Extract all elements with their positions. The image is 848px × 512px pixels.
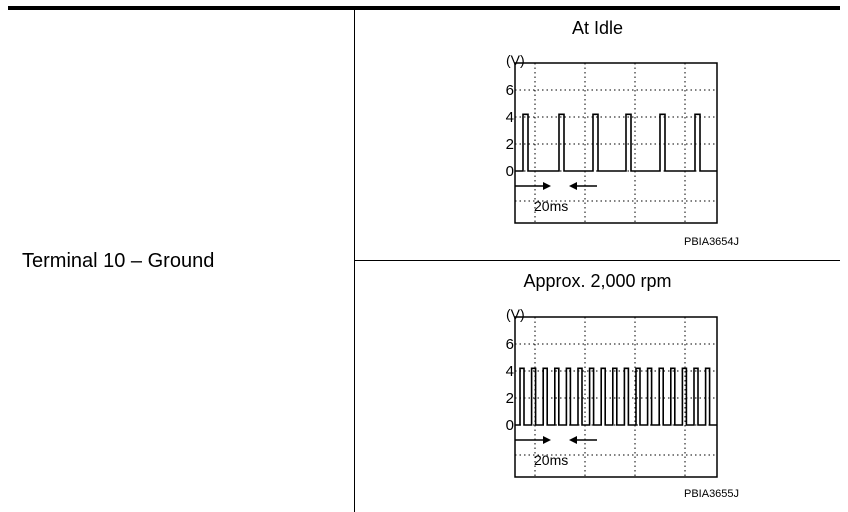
idle-scale-arrowhead-left bbox=[543, 182, 551, 190]
rpm2000-y-tick-2: 2 bbox=[506, 390, 514, 407]
rpm2000-unit-label: (V) bbox=[506, 306, 525, 322]
rpm2000-screen-frame bbox=[514, 316, 718, 478]
idle-scale-arrowhead-right bbox=[569, 182, 577, 190]
rpm2000-waveform-trace bbox=[515, 367, 717, 426]
idle-y-tick-6: 6 bbox=[506, 82, 514, 99]
figure-id-2000rpm: PBIA3655J bbox=[684, 488, 740, 500]
terminal-label: Terminal 10 – Ground bbox=[22, 250, 215, 272]
idle-waveform-trace bbox=[515, 113, 717, 172]
table-column-divider bbox=[354, 10, 355, 512]
figure-id-idle: PBIA3654J bbox=[684, 236, 740, 248]
idle-y-tick-0: 0 bbox=[506, 163, 514, 180]
idle-screen-frame bbox=[514, 62, 718, 224]
table-top-rule bbox=[8, 6, 840, 10]
idle-scale-label: 20ms bbox=[534, 198, 568, 214]
rpm2000-scale-arrowhead-left bbox=[543, 436, 551, 444]
figure-title-idle: At Idle bbox=[571, 18, 624, 38]
idle-unit-label: (V) bbox=[506, 52, 525, 68]
idle-y-tick-4: 4 bbox=[506, 109, 514, 126]
oscilloscope-idle: (V) 0 2 4 6 20ms bbox=[506, 52, 718, 224]
table-row-divider bbox=[355, 260, 840, 261]
oscilloscope-2000rpm: (V) 0 2 4 6 20ms bbox=[506, 306, 718, 478]
figure-title-2000rpm: Approx. 2,000 rpm bbox=[523, 271, 672, 291]
idle-y-tick-2: 2 bbox=[506, 136, 514, 153]
rpm2000-y-tick-4: 4 bbox=[506, 363, 514, 380]
rpm2000-scale-label: 20ms bbox=[534, 452, 568, 468]
rpm2000-y-tick-6: 6 bbox=[506, 336, 514, 353]
rpm2000-y-tick-0: 0 bbox=[506, 417, 514, 434]
rpm2000-scale-arrowhead-right bbox=[569, 436, 577, 444]
